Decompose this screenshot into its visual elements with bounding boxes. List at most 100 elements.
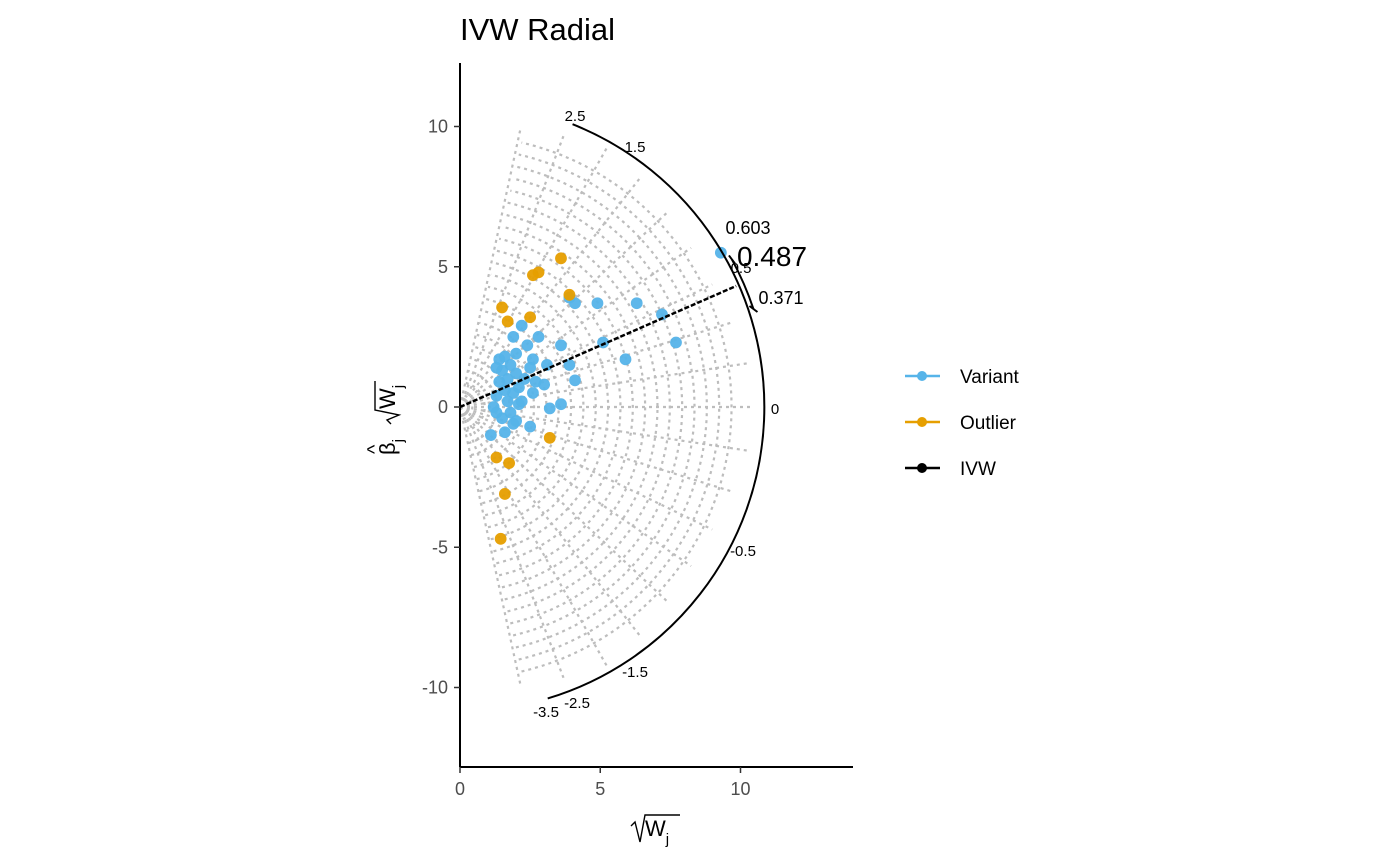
x-tick-label: 10	[730, 779, 750, 799]
variant-point	[498, 426, 511, 439]
variant-point	[656, 308, 668, 321]
legend: Variant Outlier IVW	[905, 367, 1020, 480]
guide-arc	[465, 381, 486, 433]
chart-title: IVW Radial	[460, 12, 615, 47]
variant-point	[569, 374, 581, 387]
guide-arc	[512, 177, 696, 637]
variant-point	[484, 429, 497, 441]
outlier-point	[503, 457, 515, 470]
variant-point	[510, 347, 522, 360]
guide-arc	[510, 189, 684, 625]
x-axis-sqrt-symbol	[630, 814, 680, 843]
x-tick-label: 0	[455, 779, 465, 799]
scale-arc: 2.5 1.5 0 -0.5 -1.5 -2.5 -3.5	[533, 108, 779, 721]
x-axis-title: Wj	[630, 814, 680, 848]
guide-arc	[490, 273, 597, 541]
ivw-mid-label: 0.5	[731, 260, 752, 277]
y-tick-label: 5	[438, 257, 448, 277]
y-tick-label: 0	[438, 397, 448, 417]
variant-point	[524, 420, 537, 433]
guide-ray	[459, 211, 668, 408]
ivw-estimate: 0.603 0.50.487 0.371	[459, 218, 807, 409]
legend-key-point	[917, 417, 927, 427]
variant-point	[555, 398, 567, 411]
scale-label: -0.5	[730, 543, 756, 560]
variant-point	[493, 375, 506, 388]
guide-ray	[459, 405, 732, 493]
variant-point	[670, 336, 682, 349]
guide-arc	[496, 249, 622, 565]
outlier-point	[490, 451, 503, 464]
guide-arc	[504, 213, 659, 601]
legend-label-ivw: IVW	[960, 459, 996, 480]
variant-point	[490, 361, 503, 374]
variant-point	[619, 353, 632, 366]
guide-arc	[501, 225, 647, 589]
variant-point	[507, 417, 520, 430]
y-axis-title: βj ^ Wj	[364, 381, 407, 455]
scale-label: -2.5	[564, 695, 590, 712]
variant-point	[504, 406, 517, 419]
legend-key-point	[917, 463, 927, 473]
data-points	[484, 246, 727, 545]
radial-guides	[458, 129, 753, 685]
x-tick-label: 5	[595, 779, 605, 799]
variant-point	[515, 395, 528, 408]
variant-point	[507, 330, 520, 343]
legend-key-point	[917, 371, 927, 381]
guide-ray	[459, 321, 732, 409]
scale-label: -1.5	[622, 664, 648, 681]
guide-arc	[493, 261, 610, 553]
variant-point	[515, 319, 528, 332]
variant-point	[591, 297, 604, 310]
guide-ray	[459, 406, 713, 531]
guide-arc	[476, 333, 536, 481]
variant-point	[524, 361, 537, 374]
guide-arc	[498, 237, 634, 577]
guide-arc	[521, 141, 733, 673]
outlier-point	[524, 311, 537, 324]
outlier-point	[543, 431, 556, 444]
variant-point	[543, 402, 556, 415]
scale-label: -3.5	[533, 704, 559, 721]
ivw-ci-upper-tick	[728, 254, 736, 265]
variant-point	[504, 359, 517, 371]
guide-ray	[459, 406, 668, 603]
guide-ray	[458, 129, 522, 408]
variant-point	[541, 359, 553, 371]
y-axis-hat-symbol: ^	[364, 444, 386, 454]
variant-point	[527, 387, 539, 399]
ivw-upper-label: 0.603	[725, 218, 770, 238]
y-tick-label: 10	[428, 117, 448, 137]
guide-ray	[458, 406, 565, 679]
guide-arc	[487, 285, 585, 529]
outlier-point	[527, 269, 539, 282]
guide-arc	[462, 393, 474, 421]
variant-point	[532, 330, 545, 343]
legend-label-variant: Variant	[960, 367, 1020, 388]
guide-arc	[470, 357, 511, 457]
guide-arc	[515, 165, 708, 649]
scale-label: 2.5	[565, 108, 586, 125]
guide-ray	[459, 406, 692, 567]
legend-label-outlier: Outlier	[960, 413, 1017, 434]
outlier-point	[501, 315, 514, 328]
y-axis-title-text: βj	[375, 439, 407, 455]
variant-point	[630, 297, 643, 310]
x-axis-title-text: Wj	[645, 816, 669, 848]
outlier-point	[496, 301, 508, 314]
guide-ray	[458, 406, 522, 685]
y-tick-label: -5	[432, 537, 448, 557]
y-tick-label: -10	[422, 678, 448, 698]
ivw-estimate-label: 0.487	[737, 241, 807, 272]
axis-ticks: 0 5 10 -10 -5 0 5 10	[422, 117, 751, 800]
outlier-point	[555, 252, 567, 265]
variant-point	[538, 378, 551, 391]
ivw-line	[459, 284, 737, 409]
variant-point	[490, 406, 503, 419]
ivw-ci-lower-tick	[748, 305, 759, 313]
outlier-point	[563, 288, 576, 301]
ivw-lower-label: 0.371	[758, 288, 803, 308]
scale-label: 0	[771, 401, 779, 418]
